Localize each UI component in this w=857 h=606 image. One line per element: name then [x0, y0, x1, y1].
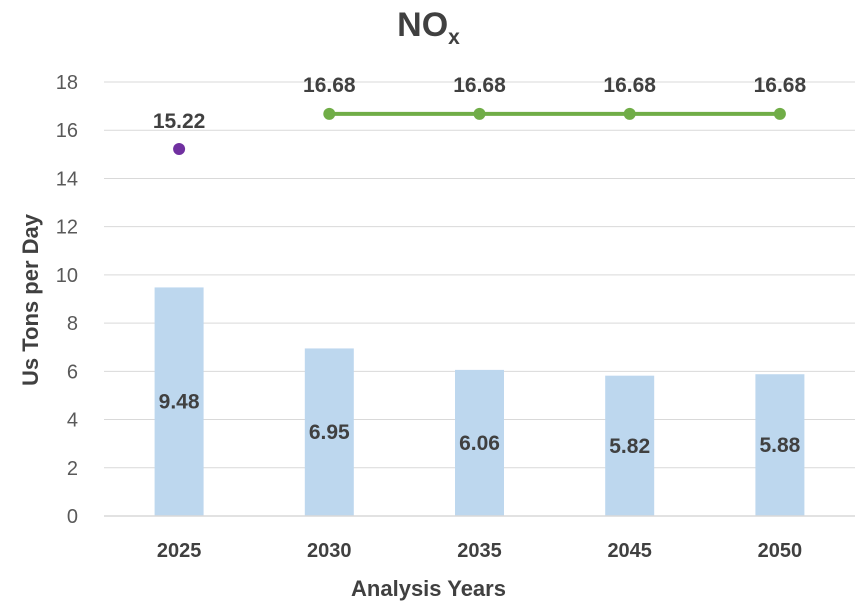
- x-axis-label: Analysis Years: [351, 576, 506, 601]
- y-tick-label: 10: [56, 265, 78, 287]
- line-point: [773, 107, 786, 120]
- bar: [455, 369, 504, 516]
- bar: [154, 287, 204, 516]
- line-point-label: 16.68: [754, 74, 807, 97]
- line-point: [623, 107, 636, 120]
- bar-value-label: 6.95: [309, 421, 350, 444]
- scatter-point-label: 15.22: [153, 110, 206, 133]
- scatter-point: [173, 143, 186, 156]
- x-tick-label: 2035: [457, 540, 502, 562]
- chart-title: NOx: [397, 6, 460, 49]
- x-tick-label: 2045: [607, 540, 652, 562]
- y-tick-label: 2: [67, 458, 78, 480]
- line-point-label: 16.68: [303, 74, 356, 97]
- bar: [605, 375, 655, 516]
- bar: [304, 348, 354, 516]
- bar-value-label: 5.88: [759, 434, 800, 457]
- line-point-label: 16.68: [603, 74, 656, 97]
- y-tick-label: 14: [56, 168, 78, 190]
- line-point-label: 16.68: [453, 74, 506, 97]
- bar-value-label: 9.48: [159, 391, 200, 414]
- y-tick-label: 18: [56, 72, 78, 94]
- bar-value-label: 5.82: [609, 435, 650, 458]
- y-tick-label: 8: [67, 313, 78, 335]
- bar: [755, 374, 805, 516]
- y-tick-label: 16: [56, 120, 78, 142]
- bar-value-label: 6.06: [459, 432, 500, 455]
- line-point: [323, 107, 336, 120]
- y-tick-label: 0: [67, 506, 78, 528]
- x-tick-label: 2030: [307, 540, 352, 562]
- x-tick-label: 2050: [758, 540, 803, 562]
- y-tick-label: 12: [56, 217, 78, 239]
- line-point: [473, 107, 486, 120]
- x-tick-label: 2025: [157, 540, 202, 562]
- y-tick-label: 4: [67, 410, 78, 432]
- y-tick-label: 6: [67, 361, 78, 383]
